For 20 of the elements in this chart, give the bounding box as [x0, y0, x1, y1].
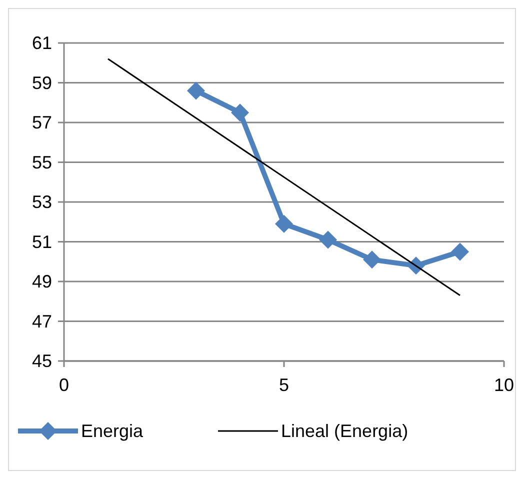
- y-tick-label: 59: [32, 72, 52, 93]
- y-tick-label: 51: [32, 232, 52, 252]
- point: [187, 82, 205, 100]
- point: [451, 242, 469, 261]
- x-tick-label: 5: [278, 375, 290, 395]
- legend-label: Lineal (Energia): [281, 421, 408, 441]
- point: [275, 214, 293, 233]
- y-tick-label: 45: [32, 351, 52, 371]
- x-tick-label: 0: [58, 375, 70, 395]
- point: [319, 230, 337, 249]
- y-tick-label: 57: [32, 112, 52, 132]
- point: [363, 250, 381, 269]
- x-tick-label: 10: [494, 375, 514, 395]
- y-tick-label: 55: [32, 152, 52, 172]
- point: [231, 104, 249, 122]
- y-tick-label: 47: [32, 311, 52, 332]
- legend-label: Energia: [81, 421, 144, 441]
- y-tick-label: 53: [32, 192, 52, 212]
- y-tick-label: 49: [32, 272, 52, 292]
- y-tick-label: 61: [32, 33, 52, 53]
